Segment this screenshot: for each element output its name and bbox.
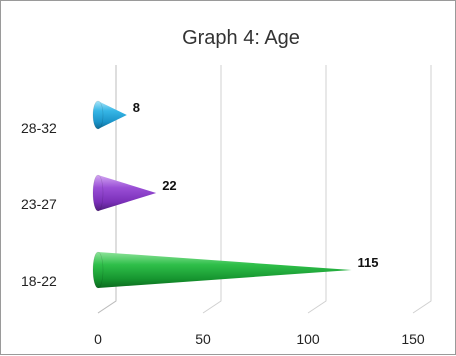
y-category-label-18-22: 18-22 (21, 273, 57, 289)
chart-title: Graph 4: Age (182, 27, 300, 49)
cone-18-22 (98, 252, 352, 288)
chart-floor (97, 65, 117, 314)
axis-wall-edge (97, 65, 117, 314)
x-tick-label-50: 50 (195, 331, 211, 347)
y-category-label-23-27: 23-27 (21, 196, 57, 212)
cone-28-32 (98, 101, 127, 129)
gridline-100 (307, 65, 327, 314)
cone-23-27 (98, 175, 157, 211)
data-label-18-22: 115 (358, 255, 379, 270)
data-label-28-32: 8 (133, 100, 140, 115)
cone-marks (92, 100, 352, 289)
cone-base-23-27 (92, 174, 104, 212)
y-category-label-28-32: 28-32 (21, 120, 57, 136)
y-axis-categories: 18-22 23-27 28-32 (21, 120, 57, 289)
cone-base-28-32 (92, 100, 104, 130)
x-tick-label-0: 0 (94, 331, 102, 347)
gridline-50 (202, 65, 222, 314)
data-labels: 115 22 8 (133, 100, 379, 270)
gridline-150 (412, 65, 432, 314)
x-axis-ticks: 0 50 100 150 (94, 331, 425, 347)
cone-base-18-22 (92, 251, 104, 289)
data-label-23-27: 22 (162, 178, 176, 193)
x-tick-label-150: 150 (401, 331, 425, 347)
x-tick-label-100: 100 (296, 331, 320, 347)
